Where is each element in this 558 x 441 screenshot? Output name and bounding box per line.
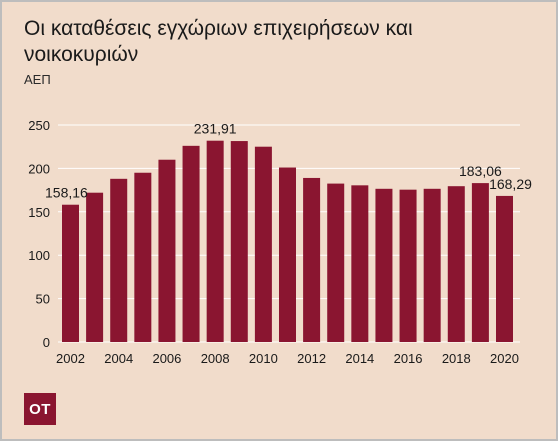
- y-tick-label: 200: [28, 161, 50, 176]
- bar: [399, 189, 417, 342]
- y-tick-label: 150: [28, 205, 50, 220]
- bar: [230, 141, 248, 342]
- data-label: 231,91: [194, 121, 237, 137]
- x-tick-label: 2010: [249, 351, 278, 366]
- x-tick-label: 2014: [345, 351, 374, 366]
- data-label: 168,29: [489, 176, 532, 192]
- data-label: 183,06: [459, 163, 502, 179]
- data-label: 158,16: [45, 185, 88, 201]
- bar: [206, 140, 224, 342]
- bar: [86, 192, 104, 342]
- bar: [327, 183, 345, 342]
- chart-title: Οι καταθέσεις εγχώριων επιχειρήσεων και …: [24, 17, 413, 66]
- x-tick-label: 2006: [152, 351, 181, 366]
- x-tick-label: 2002: [56, 351, 85, 366]
- bar: [254, 146, 272, 342]
- x-tick-label: 2004: [104, 351, 133, 366]
- bar: [134, 172, 152, 342]
- bar: [471, 183, 489, 342]
- bar: [351, 185, 369, 342]
- bar: [375, 188, 393, 342]
- x-tick-label: 2008: [201, 351, 230, 366]
- ot-logo: ΟΤ: [24, 393, 56, 425]
- y-tick-label: 0: [43, 335, 50, 350]
- bar: [496, 195, 513, 342]
- logo-text: ΟΤ: [29, 400, 51, 418]
- y-axis-unit-label: ΑΕΠ: [24, 72, 51, 87]
- x-tick-label: 2020: [490, 351, 519, 366]
- bar: [303, 177, 321, 342]
- bar: [447, 186, 465, 342]
- y-tick-label: 50: [36, 292, 50, 307]
- bar: [279, 167, 296, 342]
- x-tick-label: 2012: [297, 351, 326, 366]
- y-tick-label: 250: [28, 118, 50, 133]
- bar: [182, 145, 200, 342]
- bar: [62, 204, 79, 342]
- bar: [110, 178, 128, 342]
- x-tick-label: 2018: [442, 351, 471, 366]
- x-tick-label: 2016: [394, 351, 423, 366]
- bar: [423, 188, 441, 342]
- bar: [158, 159, 176, 342]
- y-tick-label: 100: [28, 248, 50, 263]
